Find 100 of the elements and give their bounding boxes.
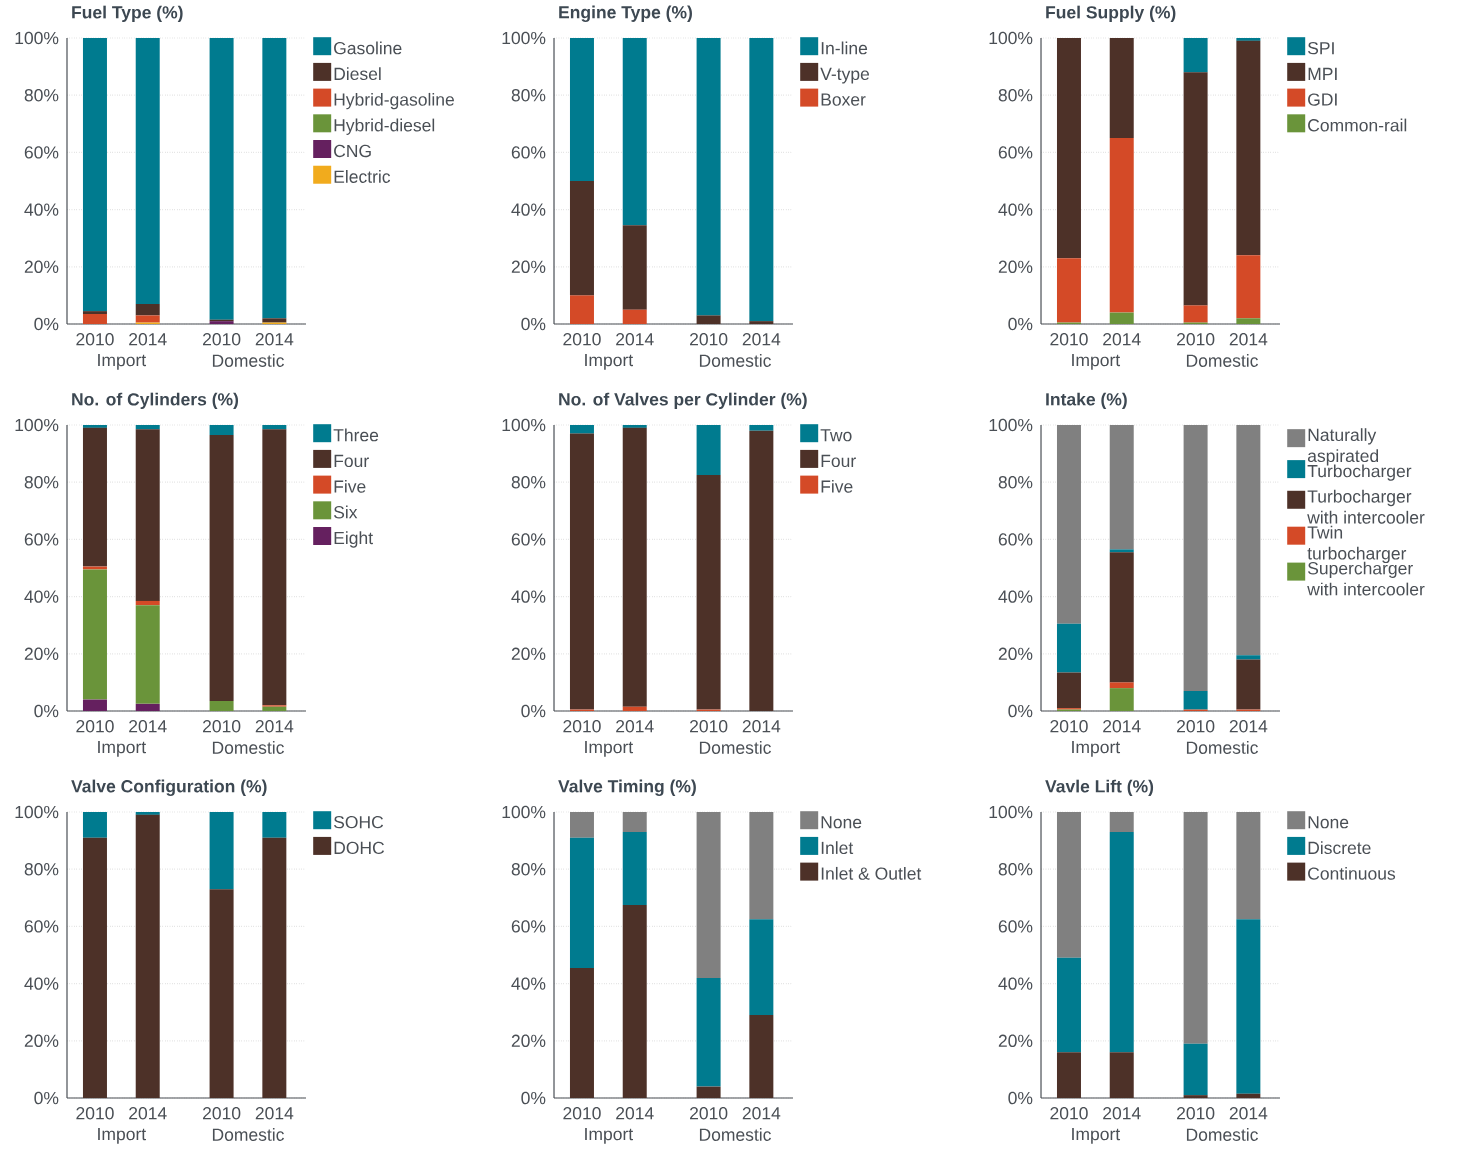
y-tick-label: 80% xyxy=(24,476,59,489)
x-tick-label: 2010 xyxy=(690,333,728,346)
y-tick-label: 100% xyxy=(989,31,1033,45)
y-tick-label: 100% xyxy=(989,418,1033,432)
legend-label: Six xyxy=(333,505,358,519)
chart-title: No. of Valves per Cylinder (%) xyxy=(559,392,807,409)
x-tick-label: 2014 xyxy=(255,1107,294,1120)
legend-label: Diesel xyxy=(334,67,381,81)
y-tick-label: 40% xyxy=(998,977,1033,990)
chart-title: Fuel Supply (%) xyxy=(1046,5,1176,22)
y-tick-label: 100% xyxy=(502,31,546,45)
legend-label: V-type xyxy=(820,67,870,84)
legend-label: In-line xyxy=(821,41,868,55)
x-tick-label: 2010 xyxy=(1177,1107,1215,1120)
y-tick-label: 40% xyxy=(998,203,1033,216)
x-tick-label: 2010 xyxy=(563,1107,601,1120)
y-tick-label: 0% xyxy=(1008,1091,1033,1105)
y-tick-label: 60% xyxy=(24,533,59,546)
y-tick-label: 0% xyxy=(1008,704,1033,718)
x-tick-label: 2010 xyxy=(76,1107,114,1120)
text: Import xyxy=(98,354,147,370)
y-tick-label: 20% xyxy=(998,647,1033,660)
x-tick-label: 2014 xyxy=(616,720,654,733)
x-tick-label: 2010 xyxy=(563,720,601,733)
legend-label: Continuous xyxy=(1308,866,1396,880)
y-tick-label: 60% xyxy=(998,920,1033,933)
x-tick-label: 2010 xyxy=(1177,333,1215,346)
y-tick-label: 80% xyxy=(24,89,59,102)
legend-label: Common-rail xyxy=(1308,118,1407,132)
y-tick-label: 100% xyxy=(15,31,59,45)
legend-label: SOHC xyxy=(333,815,384,829)
legend-label: Four xyxy=(821,454,856,468)
legend-label: DOHC xyxy=(334,841,385,855)
y-tick-label: 20% xyxy=(511,260,546,273)
chart-title: Valve Timing (%) xyxy=(558,779,696,796)
legend-label: Inlet xyxy=(821,841,854,855)
y-tick-label: 40% xyxy=(511,590,546,603)
legend-label: Inlet & Outlet xyxy=(821,866,922,880)
x-tick-label: 2014 xyxy=(255,720,294,733)
legend-label: Turbocharger with intercooler xyxy=(1307,489,1425,524)
text: Domestic xyxy=(212,741,284,754)
text: Import xyxy=(98,1128,147,1144)
x-tick-label: 2010 xyxy=(76,720,114,733)
chart-title: Valve Configuration (%) xyxy=(71,779,267,796)
x-tick-label: 2010 xyxy=(203,720,241,733)
chart-title: Vavle Lift (%) xyxy=(1045,779,1154,796)
legend-label: Three xyxy=(333,428,379,442)
y-tick-label: 40% xyxy=(511,977,546,990)
y-tick-label: 80% xyxy=(998,89,1033,102)
y-tick-label: 60% xyxy=(511,920,546,933)
chart-title: Fuel Type (%) xyxy=(72,5,183,22)
text: Import xyxy=(1072,1128,1121,1144)
legend-label: Turbocharger xyxy=(1307,464,1412,481)
y-tick-label: 0% xyxy=(521,317,546,331)
y-tick-label: 80% xyxy=(511,863,546,876)
y-tick-label: 20% xyxy=(511,1034,546,1048)
legend-label: MPI xyxy=(1308,67,1337,80)
text: Import xyxy=(1072,741,1121,757)
text: Domestic xyxy=(212,354,284,367)
y-tick-label: 0% xyxy=(34,1091,59,1105)
y-tick-label: 80% xyxy=(511,89,546,102)
legend-label: SPI xyxy=(1307,41,1334,55)
text: Domestic xyxy=(212,1128,284,1141)
x-tick-label: 2010 xyxy=(690,1107,728,1120)
x-tick-label: 2010 xyxy=(690,720,728,733)
y-tick-label: 100% xyxy=(502,805,546,819)
text: Import xyxy=(585,741,634,757)
y-tick-label: 80% xyxy=(998,476,1033,489)
x-tick-label: 2014 xyxy=(129,333,167,346)
x-tick-label: 2014 xyxy=(616,333,654,346)
legend-label: Supercharger with intercooler xyxy=(1307,561,1425,596)
y-tick-label: 40% xyxy=(24,203,59,216)
text: Import xyxy=(98,741,147,757)
y-tick-label: 80% xyxy=(24,863,59,876)
chart-title: Engine Type (%) xyxy=(559,5,692,22)
y-tick-label: 60% xyxy=(998,146,1033,159)
x-tick-label: 2010 xyxy=(563,333,601,346)
text: Domestic xyxy=(1186,741,1258,754)
x-tick-label: 2014 xyxy=(616,1107,654,1120)
y-tick-label: 40% xyxy=(998,590,1033,603)
legend-label: Electric xyxy=(334,170,391,183)
y-tick-label: 20% xyxy=(511,647,546,660)
x-tick-label: 2014 xyxy=(1103,1107,1141,1120)
text: Domestic xyxy=(1186,1128,1258,1141)
legend-label: Two xyxy=(820,429,852,442)
x-tick-label: 2010 xyxy=(1050,333,1088,346)
y-tick-label: 60% xyxy=(511,146,546,159)
y-tick-label: 60% xyxy=(24,146,59,159)
text: Import xyxy=(585,1128,634,1144)
y-tick-label: 0% xyxy=(1008,317,1033,331)
y-tick-label: 20% xyxy=(24,260,59,273)
y-tick-label: 80% xyxy=(998,863,1033,876)
x-tick-label: 2014 xyxy=(742,720,781,733)
x-tick-label: 2010 xyxy=(1177,720,1215,733)
legend-label: Five xyxy=(821,479,853,493)
y-tick-label: 60% xyxy=(998,533,1033,546)
legend-label: Hybrid-diesel xyxy=(334,118,435,135)
legend-label: Four xyxy=(334,454,369,468)
y-tick-label: 100% xyxy=(15,418,59,432)
legend-label: Discrete xyxy=(1308,841,1371,855)
